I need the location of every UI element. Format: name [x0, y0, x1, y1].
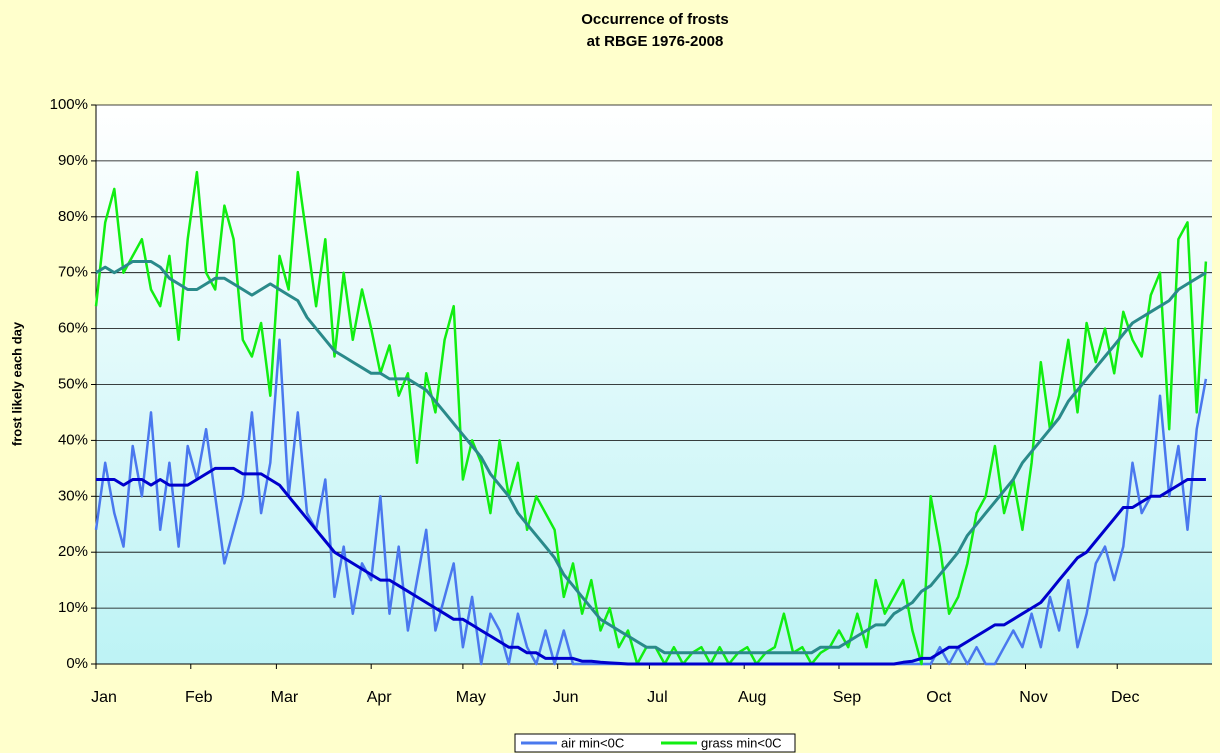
y-tick-label: 100% [50, 96, 88, 113]
y-tick-label: 60% [58, 320, 88, 337]
series-line [95, 260, 1207, 655]
x-tick-label: Apr [367, 689, 393, 706]
legend-label: air min<0C [561, 735, 624, 750]
chart-title: Occurrence of frosts [581, 11, 729, 28]
chart-subtitle: at RBGE 1976-2008 [587, 33, 724, 50]
y-tick-label: 80% [58, 208, 88, 225]
x-tick-label: Jul [647, 689, 667, 706]
x-tick-label: Jan [91, 689, 117, 706]
series-line [96, 466, 1206, 666]
y-axis-title: frost likely each day [9, 321, 24, 446]
y-tick-label: 20% [58, 543, 88, 560]
x-tick-label: Feb [185, 689, 213, 706]
legend: air min<0C grass min<0C [514, 733, 796, 753]
legend-label: grass min<0C [701, 735, 782, 750]
x-tick-label: Mar [271, 689, 299, 706]
legend-box [514, 733, 796, 753]
x-tick-label: Dec [1111, 689, 1139, 706]
y-tick-label: 10% [58, 599, 88, 616]
x-tick-label: Nov [1019, 689, 1047, 706]
y-tick-label: 30% [58, 487, 88, 504]
y-tick-label: 50% [58, 375, 88, 392]
x-tick-label: May [456, 689, 486, 706]
x-tick-label: Sep [833, 689, 862, 706]
y-tick-label: 0% [66, 655, 88, 672]
y-tick-label: 90% [58, 152, 88, 169]
lines [94, 170, 1208, 666]
x-tick-label: Jun [553, 689, 579, 706]
x-tick-label: Oct [926, 689, 951, 706]
y-tick-label: 40% [58, 431, 88, 448]
x-tick-label: Aug [738, 689, 766, 706]
y-tick-label: 70% [58, 264, 88, 281]
